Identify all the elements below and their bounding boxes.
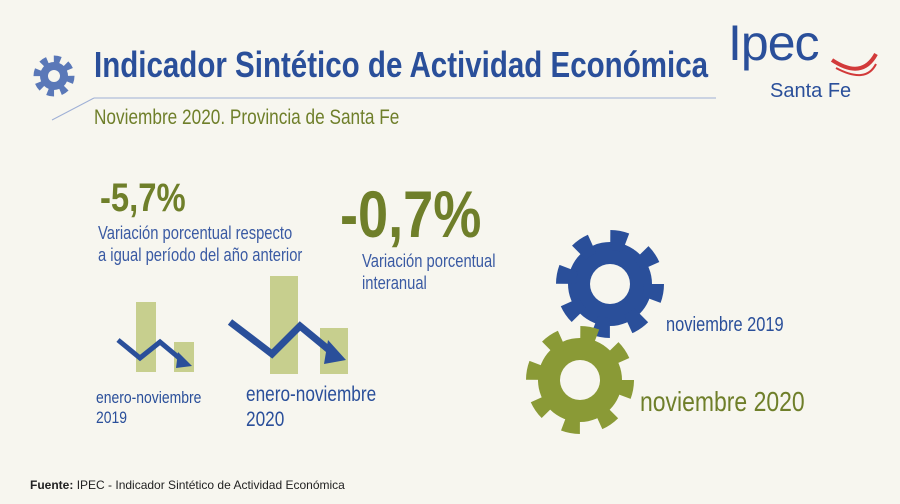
stat-description: Variación porcentual respecto a igual pe… [98, 222, 347, 266]
trend-arrow-head [176, 352, 192, 368]
text: Indicador Sintético de Actividad Económi… [94, 44, 709, 85]
text: enero-noviembre [246, 383, 377, 406]
trend-arrow [116, 338, 186, 364]
gear-2019 [556, 230, 664, 338]
text: interanual [362, 273, 427, 293]
text: noviembre 2019 [666, 314, 784, 336]
bar-icon [270, 276, 298, 374]
title-gear-icon [33, 55, 75, 97]
gear-2020 [526, 326, 634, 434]
text: 2019 [96, 408, 128, 427]
text: Variación porcentual respecto [98, 223, 293, 243]
trend-arrow [227, 319, 337, 359]
period-label: enero-noviembre 2020 [246, 382, 405, 432]
stat-description: Variación porcentual interanual [362, 250, 525, 294]
text: enero-noviembre [96, 388, 202, 407]
logo-swoosh [830, 52, 878, 71]
text: Noviembre 2020. Provincia de Santa Fe [94, 106, 400, 129]
source: Fuente: IPEC - Indicador Sintético de Ac… [30, 478, 345, 492]
logo-swoosh [835, 63, 877, 76]
bar-icon [136, 302, 156, 372]
text: a igual período del año anterior [98, 245, 303, 265]
stat-value: -0,7% [340, 176, 512, 252]
text: Variación porcentual [362, 251, 496, 271]
text: 2020 [246, 408, 285, 431]
text: noviembre 2020 [640, 386, 805, 417]
period-label: enero-noviembre 2019 [96, 388, 225, 428]
stat-value: -5,7% [100, 176, 205, 221]
gear-label: noviembre 2019 [666, 314, 809, 337]
logo-name: Ipec [728, 15, 820, 71]
title: Indicador Sintético de Actividad Económi… [94, 44, 843, 86]
text: -0,7% [340, 177, 482, 251]
trend-arrow-head [324, 340, 346, 364]
source-text: IPEC - Indicador Sintético de Actividad … [76, 478, 345, 492]
text: -5,7% [100, 176, 186, 220]
gear-label: noviembre 2020 [640, 386, 841, 418]
subtitle: Noviembre 2020. Provincia de Santa Fe [94, 106, 466, 130]
logo-region: Santa Fe [770, 80, 852, 102]
source-label: Fuente: [30, 478, 74, 492]
title-rule [51, 97, 95, 121]
